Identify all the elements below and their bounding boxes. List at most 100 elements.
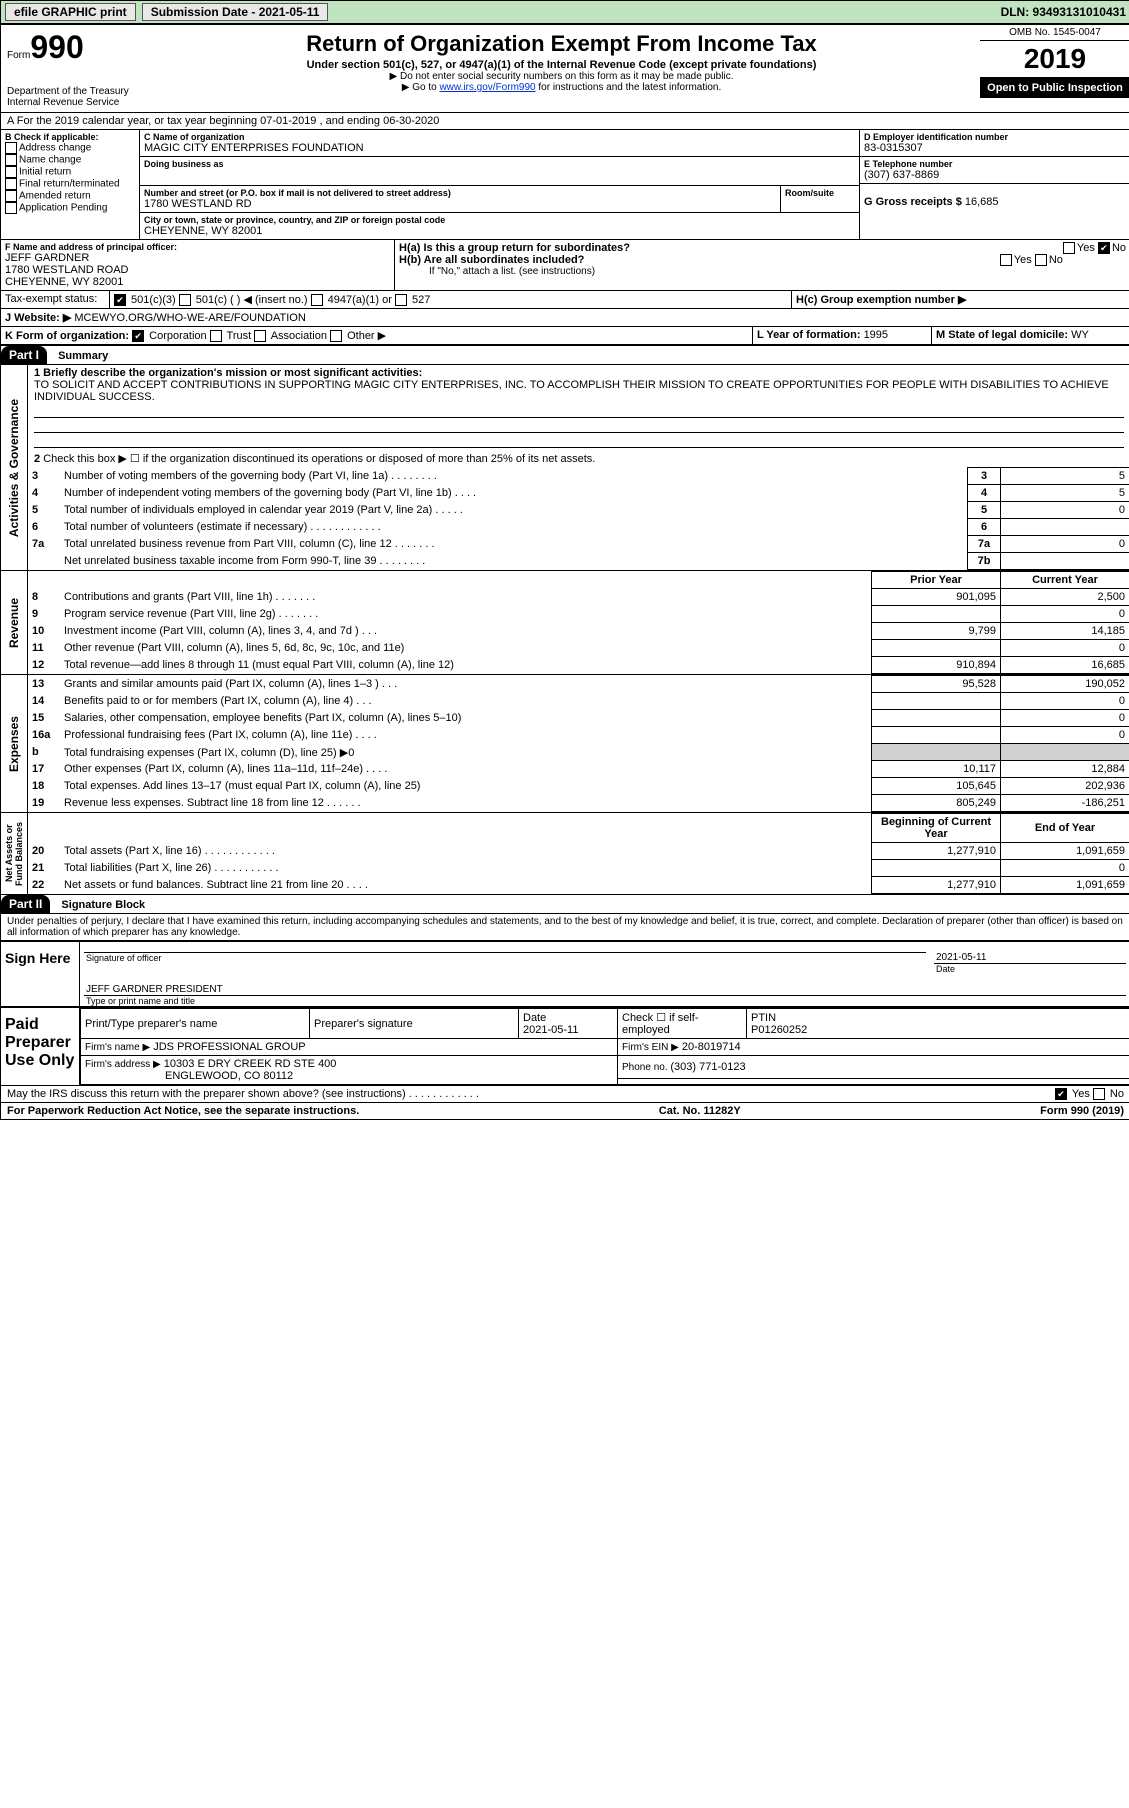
l-lbl: L Year of formation: <box>757 329 864 341</box>
firm-lbl: Firm's name ▶ <box>85 1042 150 1053</box>
ptin-h: PTIN <box>751 1012 776 1024</box>
prep-check: Check ☐ if self-employed <box>618 1009 747 1039</box>
telephone: (307) 637-8869 <box>864 169 1126 181</box>
form-subtitle: Under section 501(c), 527, or 4947(a)(1)… <box>149 59 974 71</box>
hint2a: ▶ Go to <box>402 82 440 93</box>
form-word: Form <box>7 50 30 61</box>
side-revenue: Revenue <box>5 594 23 652</box>
prep-sig-h: Preparer's signature <box>310 1009 519 1039</box>
f-lbl: F Name and address of principal officer: <box>5 242 390 252</box>
omb: OMB No. 1545-0047 <box>980 25 1129 41</box>
discuss-yes[interactable]: ✔ <box>1055 1088 1067 1100</box>
form-number: 990 <box>30 29 83 65</box>
b-opt[interactable]: Initial return <box>5 166 135 178</box>
sig-name-lbl: Type or print name and title <box>80 996 1129 1006</box>
ptin-val: P01260252 <box>751 1024 807 1036</box>
b-opt[interactable]: Address change <box>5 142 135 154</box>
part2-title: Signature Block <box>53 899 145 911</box>
ein-val: 20-8019714 <box>682 1041 741 1053</box>
side-activities: Activities & Governance <box>5 395 23 541</box>
part2-bar: Part II <box>1 895 50 913</box>
sig-date: 2021-05-11 <box>934 942 1126 964</box>
e-lbl: E Telephone number <box>864 159 1126 169</box>
prep-date-h: Date <box>523 1012 546 1024</box>
foot-left: For Paperwork Reduction Act Notice, see … <box>7 1105 359 1117</box>
ein-lbl: Firm's EIN ▶ <box>622 1042 679 1053</box>
domicile: WY <box>1071 329 1089 341</box>
hb-lbl: H(b) Are all subordinates included? <box>399 254 584 266</box>
l1-lbl: 1 Briefly describe the organization's mi… <box>34 367 1124 379</box>
tax-status-opt[interactable]: 527 <box>395 294 430 306</box>
dept: Department of the Treasury <box>7 86 137 97</box>
period-row: A For the 2019 calendar year, or tax yea… <box>1 113 1129 130</box>
org-form-opt[interactable]: Other ▶ <box>330 330 386 342</box>
side-netassets: Net Assets or Fund Balances <box>2 813 26 894</box>
efile-btn[interactable]: efile GRAPHIC print <box>5 3 136 21</box>
c-name-lbl: C Name of organization <box>144 132 855 142</box>
sig-of-officer: Signature of officer <box>80 953 930 963</box>
b-opt[interactable]: Name change <box>5 154 135 166</box>
dln: DLN: 93493131010431 <box>1001 5 1126 19</box>
ha-yes[interactable] <box>1063 242 1075 254</box>
hb-yes[interactable] <box>1000 254 1012 266</box>
phone-lbl: Phone no. <box>622 1062 670 1073</box>
g-lbl: G Gross receipts $ <box>864 196 965 208</box>
phone-val: (303) 771-0123 <box>670 1061 745 1073</box>
website: MCEWYO.ORG/WHO-WE-ARE/FOUNDATION <box>74 312 305 324</box>
year-formed: 1995 <box>864 329 888 341</box>
d-lbl: D Employer identification number <box>864 132 1126 142</box>
irs: Internal Revenue Service <box>7 97 137 108</box>
hint2b: for instructions and the latest informat… <box>536 82 722 93</box>
org-form-opt[interactable]: Association <box>254 330 330 342</box>
officer-addr2: CHEYENNE, WY 82001 <box>5 276 390 288</box>
k-lbl: K Form of organization: <box>5 330 129 342</box>
l2-text: Check this box ▶ ☐ if the organization d… <box>43 453 595 465</box>
submission-date-btn[interactable]: Submission Date - 2021-05-11 <box>142 3 329 21</box>
tax-status-opt[interactable]: ✔ 501(c)(3) <box>114 294 179 306</box>
org-form-opt[interactable]: Trust <box>210 330 255 342</box>
foot-right: Form 990 (2019) <box>1040 1105 1124 1117</box>
firmaddr-val: 10303 E DRY CREEK RD STE 400 <box>164 1058 337 1070</box>
instructions-link[interactable]: www.irs.gov/Form990 <box>439 82 535 93</box>
paid-preparer-lbl: Paid Preparer Use Only <box>1 1008 79 1085</box>
officer-name: JEFF GARDNER <box>5 252 390 264</box>
ha-lbl: H(a) Is this a group return for subordin… <box>399 242 630 254</box>
discuss-text: May the IRS discuss this return with the… <box>7 1088 479 1100</box>
hb-no[interactable] <box>1035 254 1047 266</box>
ein: 83-0315307 <box>864 142 1126 154</box>
tax-status-opt[interactable]: 4947(a)(1) or <box>311 294 395 306</box>
form-title: Return of Organization Exempt From Incom… <box>149 31 974 57</box>
foot-center: Cat. No. 11282Y <box>659 1105 741 1117</box>
gross-receipts: 16,685 <box>965 196 999 208</box>
tax-status-opt[interactable]: 501(c) ( ) ◀ (insert no.) <box>179 294 311 306</box>
sign-here-lbl: Sign Here <box>1 942 79 1006</box>
dba-lbl: Doing business as <box>144 159 855 169</box>
addr-lbl: Number and street (or P.O. box if mail i… <box>144 188 776 198</box>
hint1: ▶ Do not enter social security numbers o… <box>149 71 974 82</box>
firmaddr-lbl: Firm's address ▶ <box>85 1059 161 1070</box>
firmaddr2: ENGLEWOOD, CO 80112 <box>85 1070 293 1082</box>
officer-addr1: 1780 WESTLAND ROAD <box>5 264 390 276</box>
b-opt[interactable]: Final return/terminated <box>5 178 135 190</box>
ha-no[interactable]: ✔ <box>1098 242 1110 254</box>
m-lbl: M State of legal domicile: <box>936 329 1071 341</box>
b-opt[interactable]: Application Pending <box>5 202 135 214</box>
side-expenses: Expenses <box>5 712 23 776</box>
org-form-opt[interactable]: ✔ Corporation <box>132 330 210 342</box>
b-opt[interactable]: Amended return <box>5 190 135 202</box>
part1-title: Summary <box>50 350 108 362</box>
top-bar: efile GRAPHIC print Submission Date - 20… <box>1 1 1129 25</box>
prep-name-h: Print/Type preparer's name <box>81 1009 310 1039</box>
open-inspection: Open to Public Inspection <box>980 78 1129 98</box>
j-lbl: J Website: ▶ <box>5 312 71 324</box>
hc-lbl: H(c) Group exemption number ▶ <box>796 294 966 306</box>
street-address: 1780 WESTLAND RD <box>144 198 776 210</box>
city-state-zip: CHEYENNE, WY 82001 <box>144 225 855 237</box>
org-name: MAGIC CITY ENTERPRISES FOUNDATION <box>144 142 855 154</box>
discuss-no[interactable] <box>1093 1088 1105 1100</box>
i-lbl: Tax-exempt status: <box>1 291 110 308</box>
city-lbl: City or town, state or province, country… <box>144 215 855 225</box>
sig-name: JEFF GARDNER PRESIDENT <box>84 974 1126 996</box>
form-header: Form990 Department of the Treasury Inter… <box>1 25 1129 113</box>
sig-date-lbl: Date <box>930 964 1129 974</box>
